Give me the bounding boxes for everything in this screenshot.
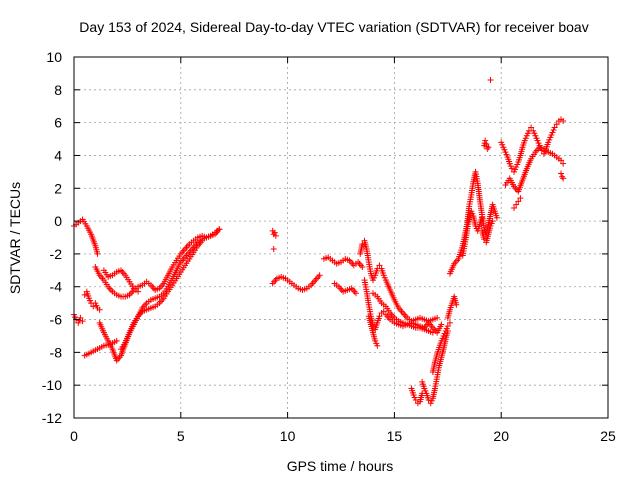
data-point [489, 218, 496, 225]
x-tick-label: 5 [177, 428, 185, 444]
y-tick-labels: -12 -10 -8 -6 -4 -2 0 2 4 6 8 10 [42, 49, 62, 426]
x-tick-labels: 0 5 10 15 20 25 [70, 428, 616, 444]
data-point [374, 342, 381, 349]
data-point [551, 124, 558, 131]
data-point [513, 201, 520, 208]
data-point [478, 214, 485, 221]
x-tick-label: 15 [387, 428, 403, 444]
data-point [487, 76, 494, 83]
y-tick-label: -12 [42, 410, 62, 426]
data-point [359, 241, 366, 248]
data-point [376, 262, 383, 269]
axis-ticks [73, 56, 609, 419]
data-point [558, 170, 565, 177]
data-point [438, 321, 445, 328]
data-points [71, 76, 567, 407]
y-tick-label: -10 [42, 377, 62, 393]
data-point [359, 264, 366, 271]
data-point [352, 290, 359, 297]
data-point [560, 160, 567, 167]
data-point [94, 250, 101, 257]
y-tick-label: 6 [54, 115, 62, 131]
data-point [553, 121, 560, 128]
data-point [444, 323, 451, 330]
data-point [446, 319, 453, 326]
plot-frame [73, 56, 609, 419]
data-point [515, 198, 522, 205]
data-point [560, 117, 567, 124]
data-point [434, 314, 441, 321]
data-point [380, 308, 387, 315]
data-point [485, 144, 492, 151]
data-point [517, 195, 524, 202]
y-tick-label: -8 [50, 344, 63, 360]
data-point [493, 214, 500, 221]
data-point [481, 236, 488, 243]
data-point [90, 303, 97, 310]
data-point [113, 337, 120, 344]
data-point [272, 232, 279, 239]
y-tick-label: 0 [54, 213, 62, 229]
data-point [560, 175, 567, 182]
x-tick-label: 25 [600, 428, 616, 444]
data-point [270, 245, 277, 252]
y-axis-label: SDTVAR / TECUs [7, 182, 23, 294]
data-point [216, 226, 223, 233]
y-tick-label: 8 [54, 82, 62, 98]
data-point [453, 301, 460, 308]
data-point [376, 313, 383, 320]
data-point [271, 229, 278, 236]
data-point [79, 318, 86, 325]
data-point [508, 165, 515, 172]
y-tick-label: 2 [54, 180, 62, 196]
data-point [482, 137, 489, 144]
chart-title: Day 153 of 2024, Sidereal Day-to-day VTE… [79, 19, 588, 35]
x-tick-label: 0 [70, 428, 78, 444]
data-point [96, 306, 103, 313]
y-tick-label: -6 [50, 312, 63, 328]
x-axis-label: GPS time / hours [287, 458, 394, 474]
y-tick-label: -4 [50, 279, 63, 295]
data-point [81, 291, 88, 298]
x-tick-label: 20 [493, 428, 509, 444]
y-tick-label: 10 [46, 49, 62, 65]
y-tick-label: 4 [54, 147, 62, 163]
data-point [511, 204, 518, 211]
data-point [528, 124, 535, 131]
x-tick-label: 10 [280, 428, 296, 444]
data-point [429, 329, 436, 336]
data-point [135, 288, 142, 295]
data-point [425, 396, 432, 403]
y-tick-label: -2 [50, 246, 63, 262]
grid [74, 57, 608, 418]
data-point [558, 157, 565, 164]
data-point [316, 272, 323, 279]
data-point [77, 314, 84, 321]
data-point [199, 237, 206, 244]
